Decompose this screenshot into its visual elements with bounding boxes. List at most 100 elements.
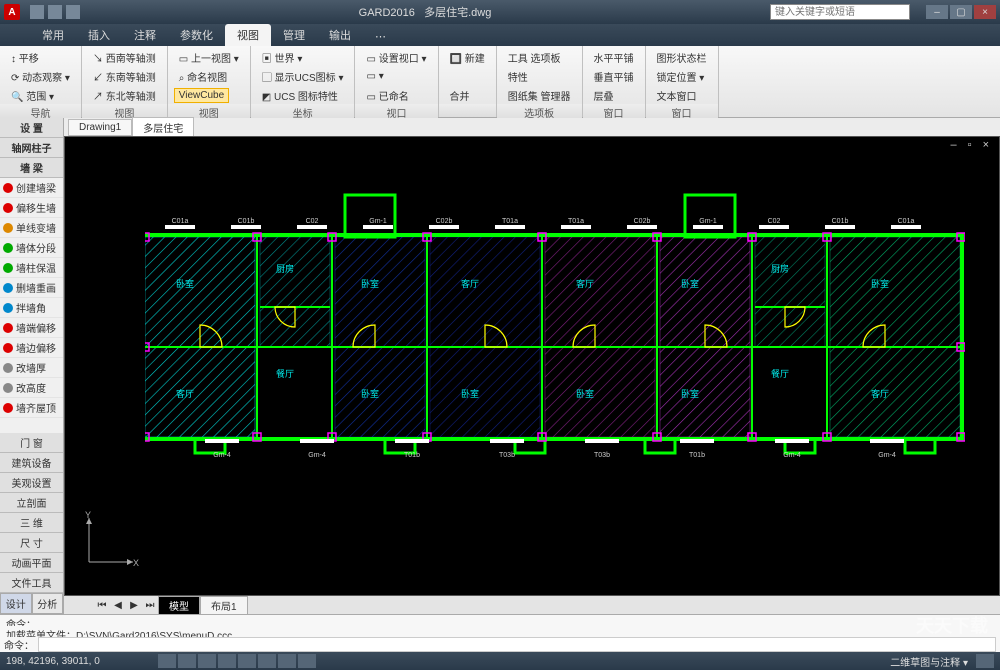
ribbon-group: ▭ 设置视口 ▾▭ ▾▭ 已命名视口: [355, 46, 438, 117]
palette-tool-item[interactable]: 创建墙梁: [0, 178, 63, 198]
ribbon-button[interactable]: ▭ 已命名: [361, 86, 413, 105]
palette-tool-item[interactable]: 拌墙角: [0, 298, 63, 318]
svg-text:C01b: C01b: [832, 218, 849, 225]
ribbon-button[interactable]: 🔲 新建: [445, 48, 490, 67]
tool-icon: [3, 383, 13, 393]
layout-nav-button[interactable]: ▶: [126, 600, 142, 611]
qat-save-icon[interactable]: [30, 5, 44, 19]
palette-section-header[interactable]: 三 维: [0, 513, 63, 533]
palette-section-header[interactable]: 门 窗: [0, 433, 63, 453]
ribbon-tab[interactable]: 输出: [317, 24, 363, 46]
ribbon-button[interactable]: 特性: [503, 67, 533, 86]
ribbon-group: 🔲 新建合并: [439, 46, 497, 117]
ucs-icon: Y X: [81, 510, 141, 573]
palette-footer-tab[interactable]: 设计: [0, 593, 32, 614]
tool-icon: [3, 263, 13, 273]
palette-tool-item[interactable]: 单线变墙: [0, 218, 63, 238]
ribbon-button[interactable]: 锁定位置 ▾: [652, 67, 710, 86]
ribbon-tab[interactable]: 管理: [271, 24, 317, 46]
close-button[interactable]: ×: [974, 5, 996, 19]
ribbon-button[interactable]: ▭ 设置视口 ▾: [361, 48, 431, 67]
layout-nav-button[interactable]: ◀: [110, 600, 126, 611]
qat-undo-icon[interactable]: [48, 5, 62, 19]
ribbon-button[interactable]: ▢ 显示UCS图标 ▾: [257, 67, 349, 86]
help-search-input[interactable]: [770, 4, 910, 20]
palette-section-header[interactable]: 动画平面: [0, 553, 63, 573]
ribbon-button[interactable]: ⟳ 动态观察 ▾: [6, 67, 75, 86]
tool-label: 删墙重画: [16, 280, 56, 295]
palette-section-header[interactable]: 尺 寸: [0, 533, 63, 553]
ribbon-button[interactable]: ↘ 西南等轴测: [88, 48, 161, 67]
palette-tool-item[interactable]: 改高度: [0, 378, 63, 398]
document-tab[interactable]: 多层住宅: [132, 117, 194, 138]
palette-tool-item[interactable]: 墙柱保温: [0, 258, 63, 278]
ribbon-tab[interactable]: ⋯: [363, 27, 398, 46]
ribbon-tab[interactable]: 视图: [225, 24, 271, 46]
svg-text:Gm-4: Gm-4: [878, 452, 896, 459]
palette-tool-item[interactable]: 删墙重画: [0, 278, 63, 298]
ribbon-button[interactable]: 图纸集 管理器: [503, 86, 576, 105]
palette-header[interactable]: 墙 梁: [0, 158, 63, 178]
ribbon-tab[interactable]: 常用: [30, 24, 76, 46]
ribbon-button[interactable]: ▭ ▾: [361, 69, 388, 84]
palette-tool-item[interactable]: 墙端偏移: [0, 318, 63, 338]
palette-header[interactable]: 设 置: [0, 118, 63, 138]
status-bar: 198, 42196, 39011, 0 二维草图与注释 ▾: [0, 652, 1000, 670]
ribbon-button[interactable]: ↗ 东北等轴测: [88, 86, 161, 105]
svg-text:X: X: [133, 558, 139, 568]
layout-tab[interactable]: 布局1: [200, 596, 248, 615]
palette-section-header[interactable]: 建筑设备: [0, 453, 63, 473]
layout-nav-button[interactable]: ⏮: [94, 600, 110, 611]
ribbon-button[interactable]: ▣ 世界 ▾: [257, 48, 308, 67]
palette-section-header[interactable]: 美观设置: [0, 473, 63, 493]
layout-nav-button[interactable]: ⏭: [142, 600, 158, 611]
qat-redo-icon[interactable]: [66, 5, 80, 19]
maximize-button[interactable]: ▢: [950, 5, 972, 19]
palette-section-header[interactable]: 文件工具: [0, 573, 63, 593]
ribbon-button[interactable]: 🔍 范围 ▾: [6, 86, 59, 105]
palette-tool-item[interactable]: 墙边偏移: [0, 338, 63, 358]
tool-palette: 设 置轴网柱子墙 梁创建墙梁偏移生墙单线变墙墙体分段墙柱保温删墙重画拌墙角墙端偏…: [0, 118, 64, 614]
ribbon-group-title: [439, 104, 496, 117]
ribbon-button[interactable]: [445, 74, 455, 78]
doc-window-controls[interactable]: – ▫ ×: [950, 139, 993, 151]
svg-text:Gm-4: Gm-4: [213, 452, 231, 459]
model-viewport[interactable]: – ▫ × 卧室客厅厨房餐厅卧室卧室客厅卧室客厅卧室卧室卧室厨房餐厅卧室客厅C0…: [64, 136, 1000, 596]
svg-text:T01a: T01a: [502, 218, 518, 225]
ribbon-button[interactable]: 合并: [445, 86, 475, 105]
command-input[interactable]: [38, 637, 996, 652]
workspace-switcher[interactable]: 二维草图与注释 ▾: [890, 654, 968, 669]
ribbon-button[interactable]: 图形状态栏: [652, 48, 712, 67]
ribbon-group: 图形状态栏锁定位置 ▾文本窗口窗口: [646, 46, 719, 117]
svg-text:Gm-1: Gm-1: [699, 218, 717, 225]
ribbon-button[interactable]: ◩ UCS 图标特性: [257, 86, 343, 105]
palette-section-header[interactable]: 立剖面: [0, 493, 63, 513]
palette-tool-item[interactable]: 偏移生墙: [0, 198, 63, 218]
palette-tool-item[interactable]: 改墙厚: [0, 358, 63, 378]
ribbon-button[interactable]: ↕ 平移: [6, 48, 44, 67]
document-tab[interactable]: Drawing1: [68, 119, 132, 136]
ribbon-tab[interactable]: 注释: [122, 24, 168, 46]
ribbon-tab[interactable]: 插入: [76, 24, 122, 46]
ribbon-button[interactable]: 文本窗口: [652, 86, 702, 105]
ribbon-button[interactable]: ⌕ 命名视图: [174, 67, 232, 86]
ribbon-button[interactable]: 层叠: [589, 86, 619, 105]
ribbon-button[interactable]: ▭ 上一视图 ▾: [174, 48, 244, 67]
palette-tool-item[interactable]: 墙齐屋顶: [0, 398, 63, 418]
document-tabs: Drawing1多层住宅: [64, 118, 1000, 136]
ribbon-button[interactable]: ViewCube: [174, 88, 229, 103]
help-search[interactable]: [770, 4, 910, 20]
ribbon-button[interactable]: 水平平铺: [589, 48, 639, 67]
ribbon-button[interactable]: ↙ 东南等轴测: [88, 67, 161, 86]
minimize-button[interactable]: –: [926, 5, 948, 19]
ribbon-button[interactable]: 工具 选项板: [503, 48, 566, 67]
palette-header[interactable]: 轴网柱子: [0, 138, 63, 158]
tool-icon: [3, 343, 13, 353]
palette-footer-tab[interactable]: 分析: [32, 593, 64, 614]
layout-tab[interactable]: 模型: [158, 596, 200, 615]
ribbon-tab[interactable]: 参数化: [168, 24, 225, 46]
ribbon-button[interactable]: 垂直平铺: [589, 67, 639, 86]
tool-label: 墙边偏移: [16, 340, 56, 355]
palette-tool-item[interactable]: 墙体分段: [0, 238, 63, 258]
svg-text:C01a: C01a: [898, 218, 915, 225]
